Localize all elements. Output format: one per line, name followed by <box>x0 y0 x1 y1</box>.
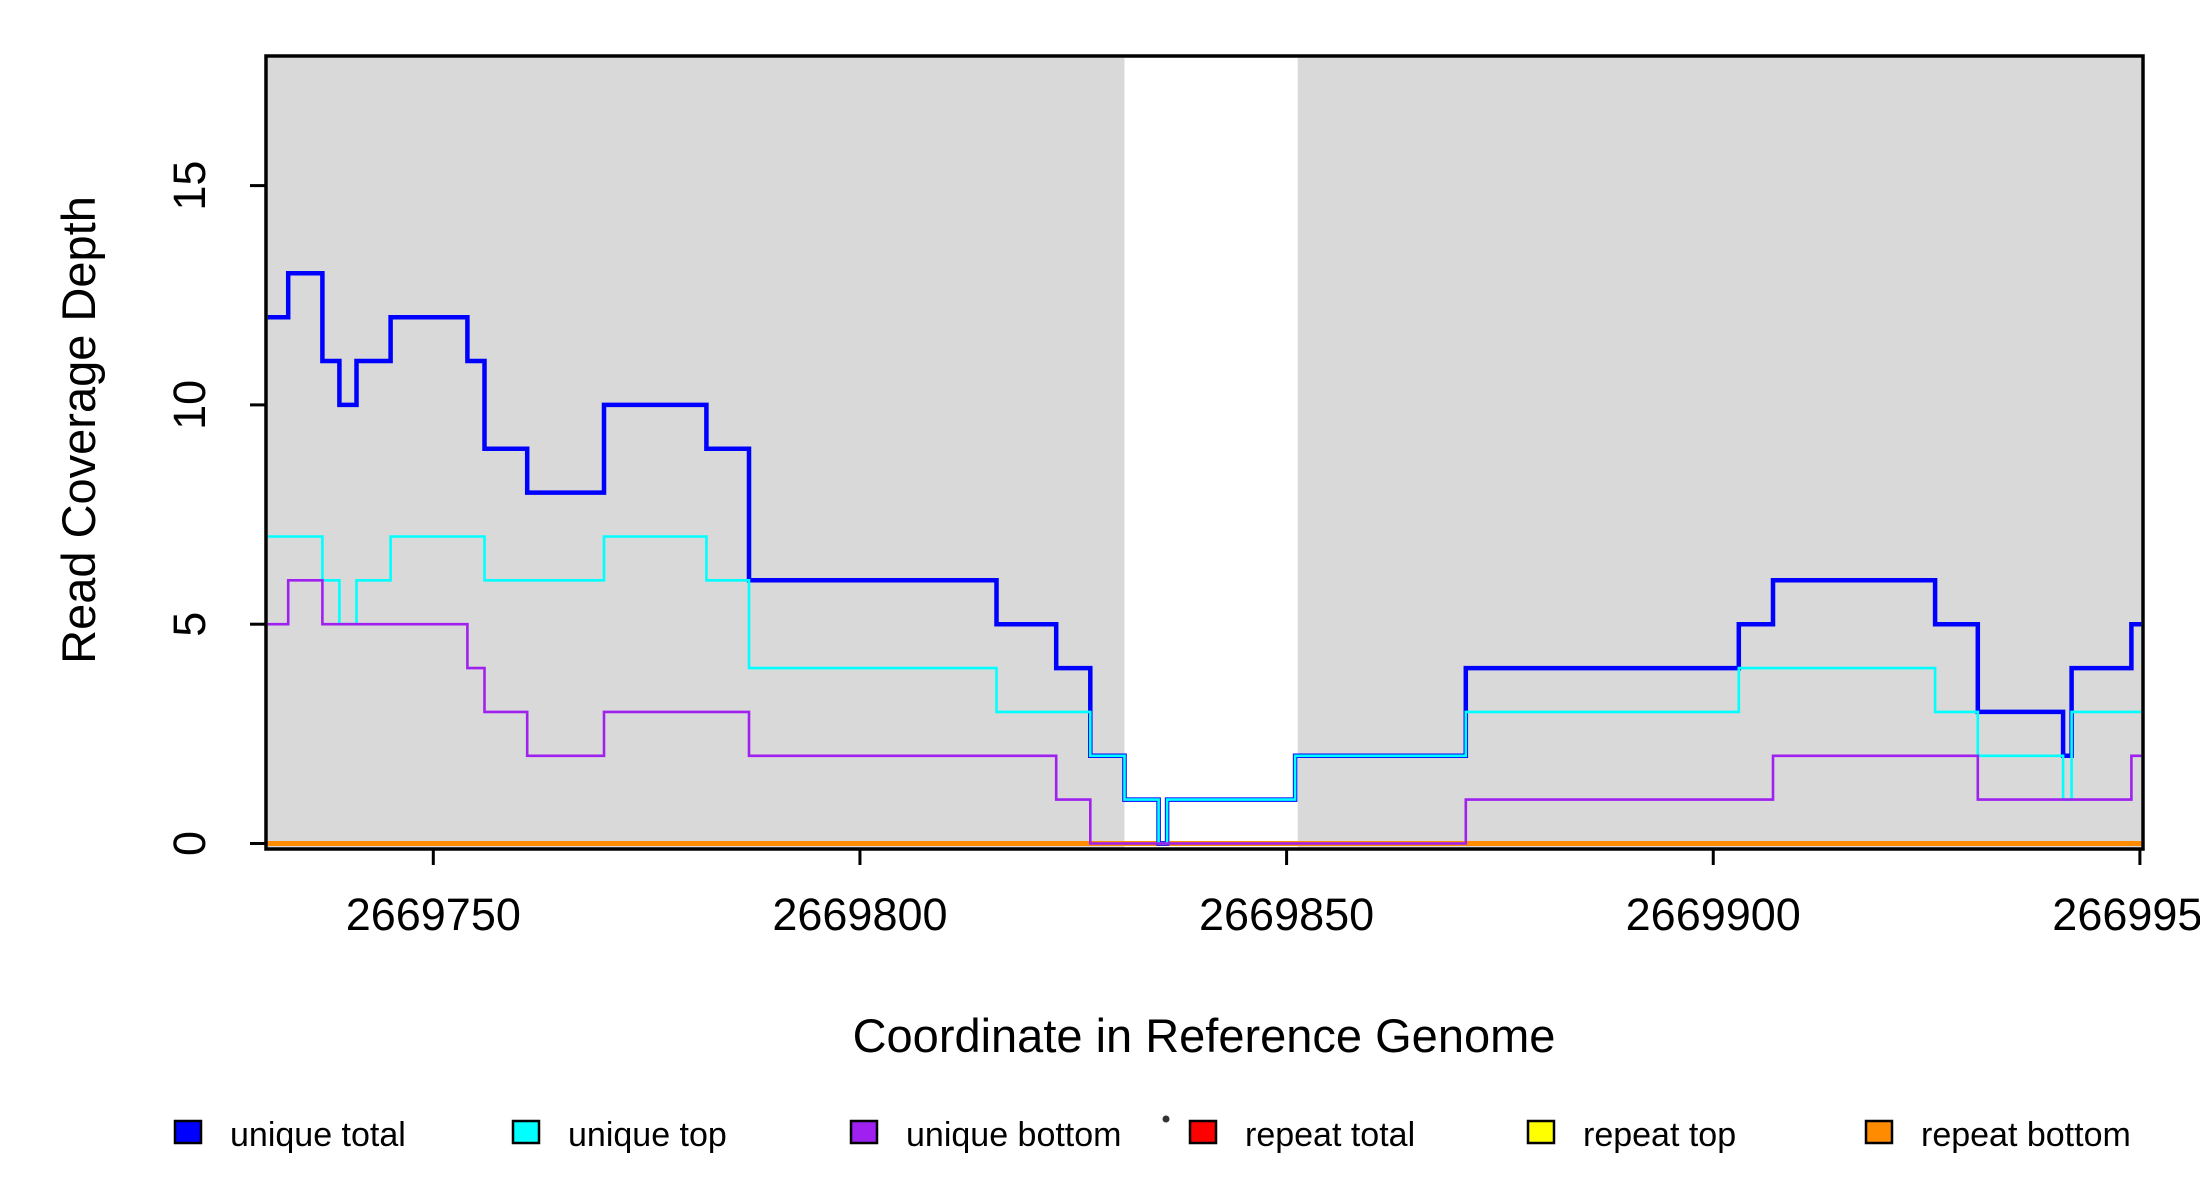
x-axis-title: Coordinate in Reference Genome <box>853 1009 1556 1062</box>
legend-swatch-repeat-total <box>1188 1119 1218 1145</box>
legend-label-repeat-top: repeat top <box>1583 1116 1736 1154</box>
series-unique-bottom <box>267 579 2142 845</box>
legend-swatch-repeat-top <box>1526 1119 1556 1145</box>
y-tick-label: 5 <box>164 612 215 637</box>
y-axis-title: Read Coverage Depth <box>52 196 105 664</box>
legend-label-unique-total: unique total <box>230 1116 406 1154</box>
x-tick-label: 2669900 <box>1626 889 1801 940</box>
legend-swatch-repeat-bottom <box>1864 1119 1894 1145</box>
shaded-region <box>1297 57 2142 848</box>
series-lines <box>267 271 2142 846</box>
x-tick-label: 2669800 <box>772 889 947 940</box>
shaded-region <box>267 57 1125 848</box>
y-tick-label: 15 <box>164 161 215 211</box>
legend-swatch-unique-total <box>173 1119 203 1145</box>
legend-label-unique-bottom: unique bottom <box>906 1116 1122 1154</box>
y-axis-ticks: 0 5 10 15 <box>164 161 266 856</box>
legend-swatch-unique-bottom <box>849 1119 879 1145</box>
x-tick-label: 2669850 <box>1199 889 1374 940</box>
legend-label-repeat-bottom: repeat bottom <box>1921 1116 2131 1154</box>
series-unique-top <box>267 535 2142 845</box>
plot-shading <box>267 57 2142 848</box>
series-unique-total <box>267 271 2142 846</box>
y-tick-label: 0 <box>164 831 215 856</box>
y-tick-label: 10 <box>164 380 215 430</box>
x-tick-label: 2669750 <box>346 889 521 940</box>
plot-border <box>264 54 2145 851</box>
stray-dot-mark <box>1162 1115 1170 1123</box>
legend-label-unique-top: unique top <box>568 1116 727 1154</box>
legend-label-repeat-total: repeat total <box>1245 1116 1415 1154</box>
legend-swatch-unique-top <box>511 1119 541 1145</box>
legend: unique total unique top unique bottom repea… <box>173 1116 2131 1154</box>
